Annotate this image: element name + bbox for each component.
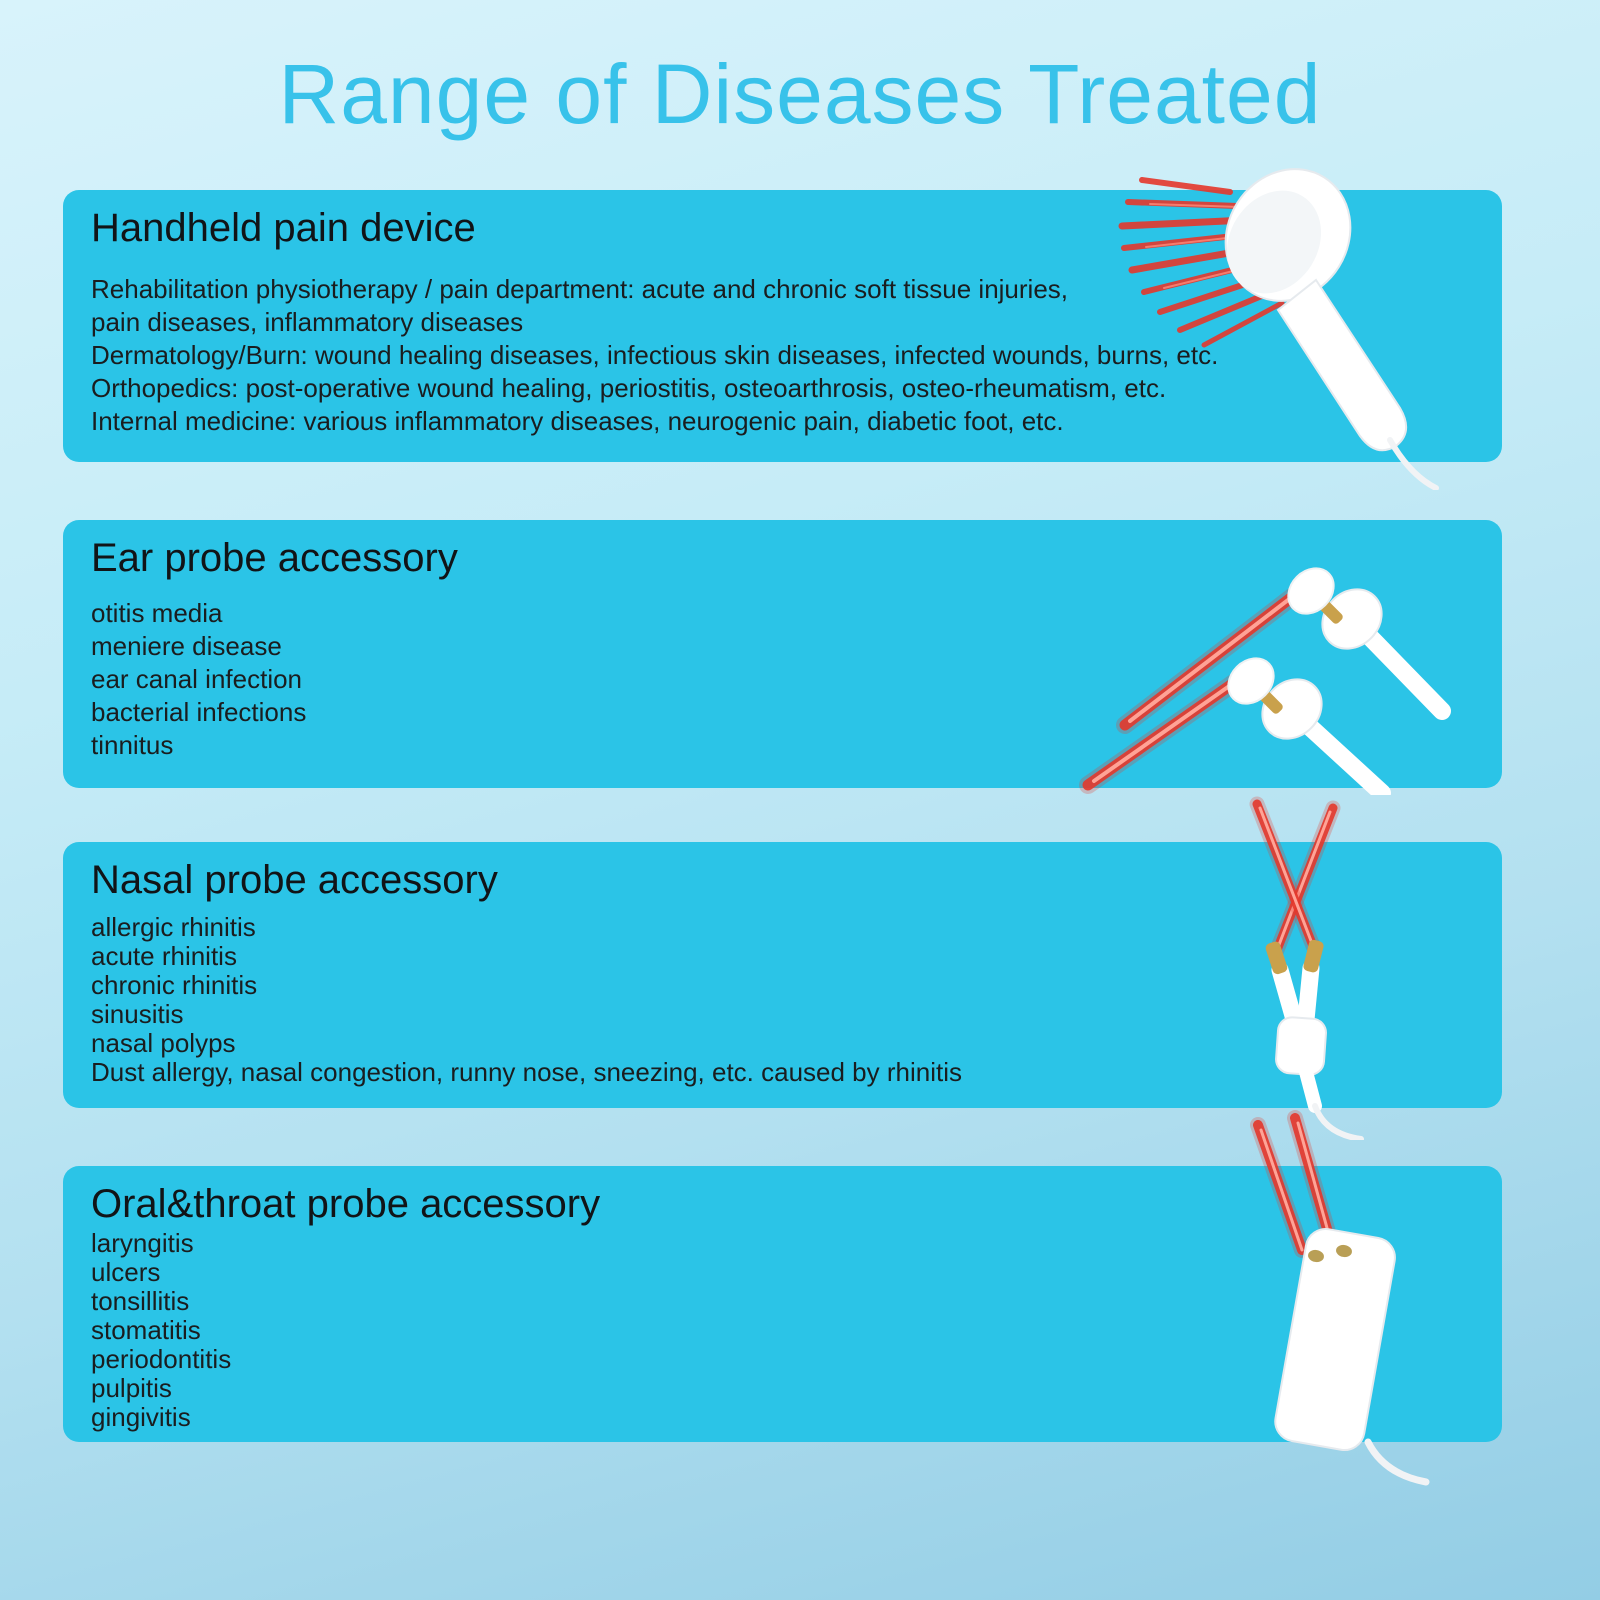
disease-line: gingivitis [91, 1402, 191, 1432]
disease-line: chronic rhinitis [91, 970, 258, 1000]
section-nasal-probe: Nasal probe accessory allergic rhinitis … [63, 842, 1502, 1108]
disease-line: meniere disease [91, 631, 282, 661]
disease-line: Dermatology/Burn: wound healing diseases… [91, 340, 1219, 370]
disease-line: nasal polyps [91, 1028, 236, 1058]
disease-line: sinusitis [91, 999, 184, 1029]
section-heading: Ear probe accessory [91, 536, 458, 580]
disease-line: allergic rhinitis [91, 912, 256, 942]
section-ear-probe: Ear probe accessory otitis media meniere… [63, 520, 1502, 788]
disease-line: otitis media [91, 598, 223, 628]
page-title: Range of Diseases Treated [278, 47, 1322, 141]
disease-line: ear canal infection [91, 664, 303, 694]
section-heading: Oral&throat probe accessory [91, 1182, 601, 1226]
disease-line: periodontitis [91, 1344, 232, 1374]
disease-line: tonsillitis [91, 1286, 190, 1316]
handheld-pain-device-image [1118, 168, 1439, 490]
disease-line: pulpitis [91, 1373, 172, 1403]
disease-line: pain diseases, inflammatory diseases [91, 307, 524, 337]
disease-line: Orthopedics: post-operative wound healin… [91, 373, 1167, 403]
disease-line: stomatitis [91, 1315, 201, 1345]
disease-line: tinnitus [91, 730, 174, 760]
ear-probe-image [1079, 567, 1451, 795]
section-heading: Nasal probe accessory [91, 858, 498, 902]
disease-line: Dust allergy, nasal congestion, runny no… [91, 1057, 962, 1087]
disease-line: Rehabilitation physiotherapy / pain depa… [91, 274, 1069, 304]
section-oral-throat-probe: Oral&throat probe accessory laryngitis u… [63, 1166, 1502, 1442]
section-heading: Handheld pain device [91, 206, 476, 250]
nasal-probe-image [1249, 796, 1364, 1140]
disease-line: acute rhinitis [91, 941, 237, 971]
disease-line: bacterial infections [91, 697, 307, 727]
oral-throat-probe-image [1250, 1110, 1430, 1486]
disease-line: ulcers [91, 1257, 161, 1287]
disease-line: laryngitis [91, 1228, 194, 1258]
disease-line: Internal medicine: various inflammatory … [91, 406, 1064, 436]
